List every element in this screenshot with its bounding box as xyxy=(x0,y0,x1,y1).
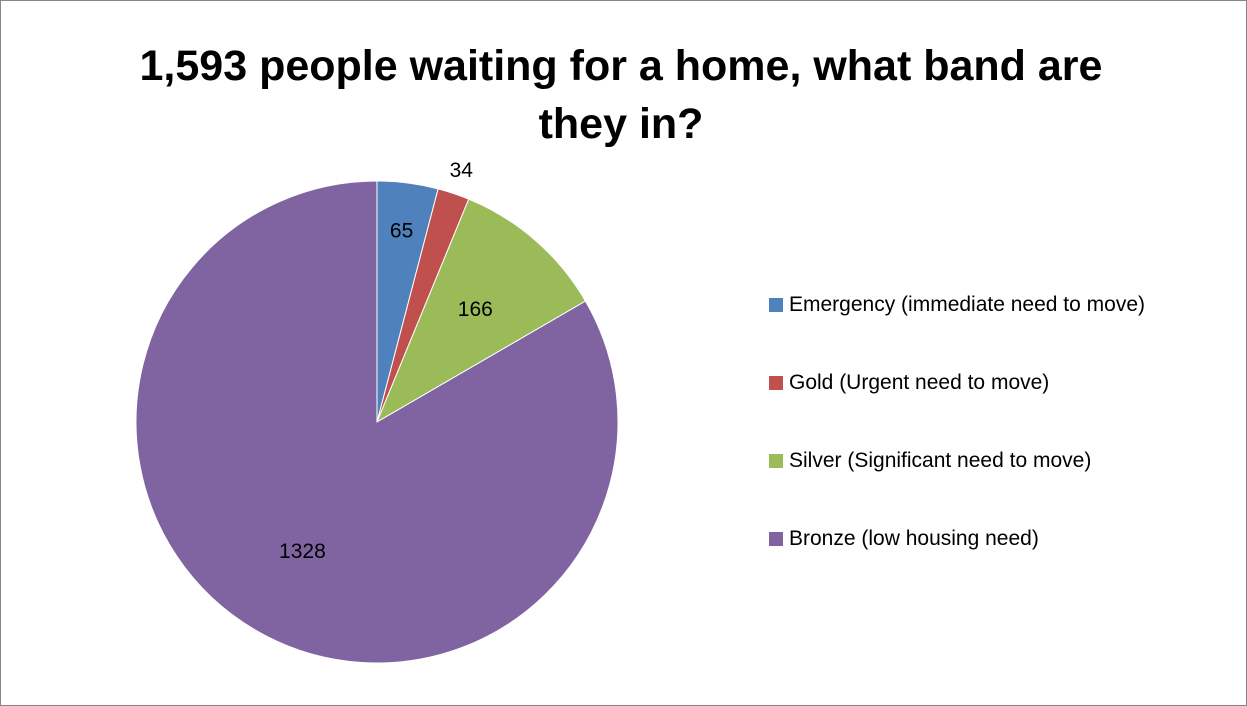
pie-slices xyxy=(135,180,619,664)
data-label-gold: 34 xyxy=(450,159,474,182)
legend-swatch-bronze xyxy=(769,532,783,546)
legend-item-silver: Silver (Significant need to move) xyxy=(769,448,1239,474)
data-label-silver: 166 xyxy=(458,298,493,321)
legend-item-bronze: Bronze (low housing need) xyxy=(769,526,1239,552)
legend-label-emergency: Emergency (immediate need to move) xyxy=(789,293,1145,316)
legend-label-bronze: Bronze (low housing need) xyxy=(789,527,1039,550)
legend-label-silver: Silver (Significant need to move) xyxy=(789,449,1092,472)
legend-item-emergency: Emergency (immediate need to move) xyxy=(769,292,1239,318)
chart-legend: Emergency (immediate need to move) Gold … xyxy=(769,292,1239,604)
legend-swatch-gold xyxy=(769,376,783,390)
legend-item-gold: Gold (Urgent need to move) xyxy=(769,370,1239,396)
pie-slice-silver xyxy=(375,198,587,424)
chart-title: 1,593 people waiting for a home, what ba… xyxy=(139,42,1103,148)
legend-swatch-emergency xyxy=(769,298,783,312)
legend-swatch-silver xyxy=(769,454,783,468)
pie-slice-bronze xyxy=(135,180,619,664)
legend-label-gold: Gold (Urgent need to move) xyxy=(789,371,1050,394)
data-label-emergency: 65 xyxy=(390,219,413,242)
pie-data-labels: 65 34 166 1328 xyxy=(279,159,493,563)
data-label-bronze: 1328 xyxy=(279,540,326,563)
